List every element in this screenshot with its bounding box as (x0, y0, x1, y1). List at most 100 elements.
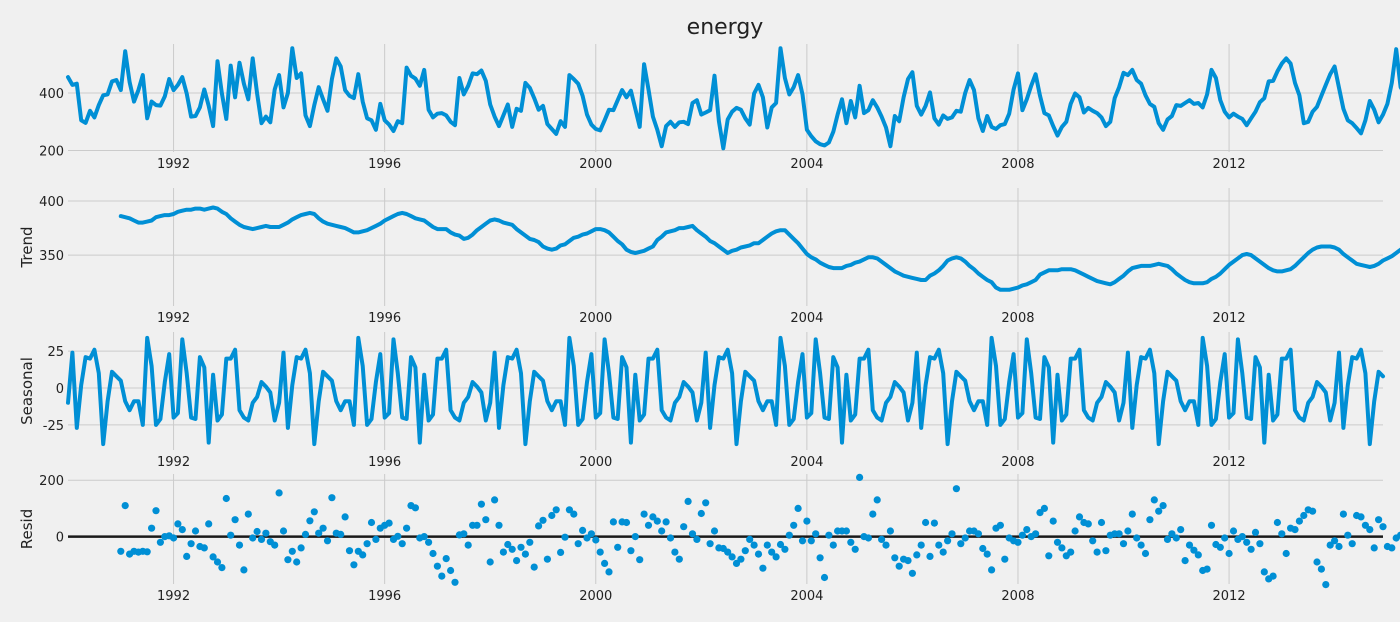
resid-point (1366, 526, 1374, 534)
resid-point (908, 569, 917, 577)
resid-point (1146, 516, 1154, 524)
x-tick-label: 2012 (1213, 455, 1246, 470)
resid-point (741, 547, 749, 555)
resid-point (1177, 526, 1185, 534)
resid-point (803, 517, 811, 525)
resid-point (737, 555, 745, 563)
resid-point (873, 496, 881, 504)
resid-point (688, 530, 697, 538)
resid-point (517, 543, 525, 551)
resid-point (935, 541, 943, 549)
resid-point (798, 537, 807, 545)
resid-point (240, 566, 248, 574)
resid-point (1141, 549, 1150, 558)
resid-point (244, 510, 252, 518)
resid-point (121, 502, 129, 510)
x-tick-label: 2008 (1001, 311, 1034, 326)
resid-point (913, 551, 921, 559)
resid-point (367, 518, 376, 527)
resid-point (1344, 531, 1352, 539)
resid-point (1260, 568, 1268, 576)
x-tick-label: 1996 (368, 589, 401, 604)
resid-point (508, 545, 516, 553)
resid-point (983, 550, 991, 558)
resid-point (143, 548, 151, 556)
resid-point (1040, 504, 1048, 512)
resid-point (1291, 526, 1299, 534)
resid-point (1238, 533, 1246, 541)
resid-point (605, 568, 613, 576)
resid-point (253, 527, 261, 536)
resid-point (359, 551, 367, 559)
resid-point (1295, 517, 1303, 525)
resid-point (310, 508, 318, 516)
resid-point (319, 524, 327, 532)
resid-point (495, 521, 503, 529)
resid-point (235, 541, 244, 549)
resid-point (917, 541, 925, 549)
resid-point (675, 555, 683, 563)
resid-point (1124, 527, 1132, 535)
resid-point (526, 538, 534, 546)
resid-point (820, 573, 829, 582)
resid-point (1282, 549, 1290, 558)
resid-point (337, 530, 345, 539)
y-tick-label: 25 (47, 345, 64, 360)
resid-point (1102, 547, 1110, 555)
resid-point (152, 507, 160, 515)
resid-point (1084, 520, 1092, 528)
resid-point (1317, 565, 1325, 573)
resid-point (776, 540, 785, 549)
resid-point (1247, 545, 1255, 553)
resid-point (1172, 534, 1180, 542)
resid-point (521, 550, 530, 558)
x-tick-label: 2000 (579, 589, 612, 604)
resid-point (680, 523, 688, 531)
resid-point (363, 540, 371, 548)
x-tick-label: 2008 (1001, 157, 1034, 172)
resid-point (482, 516, 490, 524)
resid-point (279, 527, 288, 535)
y-tick-label: 350 (39, 249, 64, 264)
resid-point (878, 535, 886, 544)
resid-point (640, 510, 648, 518)
y-tick-label: -25 (43, 419, 64, 434)
resid-point (1357, 513, 1365, 521)
resid-point (1331, 537, 1339, 545)
resid-point (548, 511, 556, 520)
resid-point (1326, 541, 1334, 549)
resid-point (974, 530, 983, 538)
resid-point (543, 555, 552, 563)
resid-point (662, 518, 670, 526)
y-tick-label: 400 (39, 87, 64, 102)
resid-point (710, 527, 719, 535)
resid-point (829, 541, 837, 549)
resid-point (622, 518, 631, 527)
resid-point (864, 534, 873, 542)
resid-point (750, 541, 758, 549)
resid-point (350, 561, 358, 569)
y-axis-label: Seasonal (18, 357, 36, 425)
resid-point (156, 538, 164, 546)
x-tick-label: 1996 (368, 157, 401, 172)
resid-point (1097, 518, 1106, 527)
resid-point (477, 500, 485, 508)
resid-point (1269, 572, 1277, 580)
resid-point (174, 520, 182, 528)
resid-point (952, 485, 961, 493)
resid-point (609, 518, 618, 526)
x-tick-label: 2004 (790, 311, 823, 326)
resid-point (275, 489, 283, 497)
resid-point (288, 547, 296, 555)
x-tick-label: 2000 (579, 157, 612, 172)
panel-observed: 1992 1996 2000 2004 2008 2012 200 400 (39, 44, 1400, 172)
resid-point (636, 556, 644, 564)
resid-point (644, 521, 653, 529)
resid-point (460, 530, 468, 538)
resid-point (1115, 530, 1123, 538)
resid-point (1181, 557, 1189, 565)
resid-point (794, 504, 802, 512)
resid-point (706, 540, 714, 548)
resid-point (535, 522, 543, 530)
